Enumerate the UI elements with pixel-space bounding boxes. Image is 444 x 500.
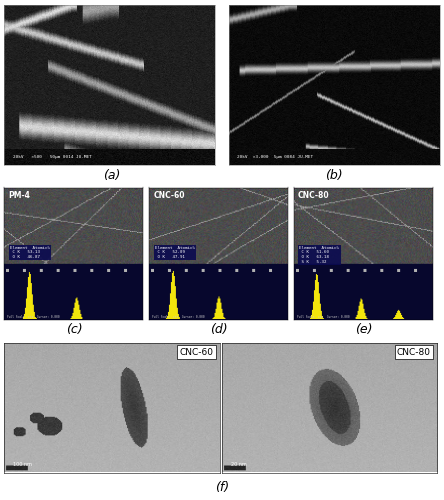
Text: CNC-60: CNC-60 [179, 348, 213, 356]
Text: Element  Atomic%
 C K   53.13
 O K   46.87: Element Atomic% C K 53.13 O K 46.87 [10, 246, 50, 259]
Text: Element  Atomic%
 C K   52.09
 O K   47.91: Element Atomic% C K 52.09 O K 47.91 [155, 246, 195, 259]
Text: Full Scale  cts  Cursor: 0.000: Full Scale cts Cursor: 0.000 [297, 314, 349, 318]
Text: 20kV  ×3,000  5μm 0084 JU-MET: 20kV ×3,000 5μm 0084 JU-MET [237, 154, 313, 158]
Text: PM-4: PM-4 [8, 192, 31, 200]
Text: CNC-80: CNC-80 [298, 192, 330, 200]
Text: (c): (c) [66, 324, 82, 336]
Text: 20 nm: 20 nm [230, 462, 246, 468]
Text: Full Scale  cts  Cursor: 0.000: Full Scale cts Cursor: 0.000 [7, 314, 60, 318]
Text: (f): (f) [215, 481, 229, 494]
Text: CNC-60: CNC-60 [153, 192, 185, 200]
Text: (a): (a) [103, 168, 121, 181]
Text: 100 nm: 100 nm [13, 462, 32, 468]
Text: Full Scale  cts  Cursor: 0.000: Full Scale cts Cursor: 0.000 [152, 314, 205, 318]
Text: (d): (d) [210, 324, 227, 336]
Text: Element  Atomic%
 C K   51.60
 O K   63.18
 S K   5.32: Element Atomic% C K 51.60 O K 63.18 S K … [300, 246, 340, 264]
Text: (b): (b) [325, 168, 343, 181]
Text: CNC-80: CNC-80 [397, 348, 431, 356]
Text: (e): (e) [355, 324, 372, 336]
Text: 20kV   ×500   50μm 0014 JU-MET: 20kV ×500 50μm 0014 JU-MET [13, 154, 91, 158]
